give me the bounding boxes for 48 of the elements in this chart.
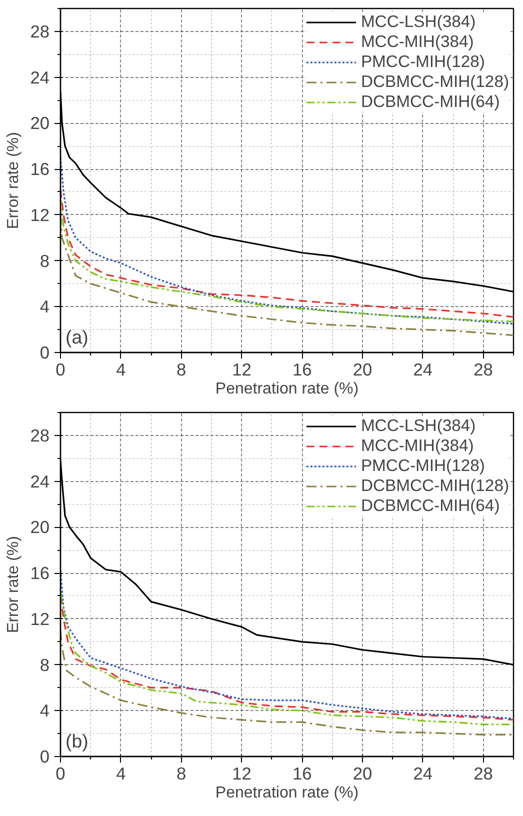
annotation: (a)	[66, 326, 88, 348]
y-tick-label: 0	[40, 342, 50, 362]
y-tick-label: 16	[30, 563, 50, 584]
x-tick-label: 12	[232, 764, 252, 784]
x-tick-label: 4	[116, 764, 126, 784]
x-tick-label: 24	[413, 360, 433, 380]
y-tick-label: 4	[40, 700, 50, 721]
x-tick-label: 8	[176, 360, 186, 380]
x-tick-label: 28	[474, 360, 493, 380]
y-tick-label: 8	[40, 654, 50, 675]
legend-label: MCC-LSH(384)	[360, 12, 476, 32]
legend-label: MCC-MIH(384)	[360, 32, 474, 52]
x-tick-label: 12	[232, 360, 252, 380]
x-tick-label: 28	[474, 764, 493, 784]
y-tick-label: 20	[30, 113, 50, 134]
x-axis-title: Penetration rate (%)	[215, 380, 359, 398]
y-tick-label: 16	[30, 159, 50, 180]
y-axis-title: Error rate (%)	[5, 536, 22, 633]
x-tick-label: 0	[56, 764, 66, 784]
legend-label: DCBMCC-MIH(128)	[360, 72, 509, 92]
annotation: (b)	[66, 730, 88, 752]
x-tick-label: 24	[413, 764, 433, 784]
legend-label: DCBMCC-MIH(64)	[360, 496, 500, 516]
x-tick-label: 0	[56, 360, 66, 380]
y-tick-label: 12	[30, 204, 50, 225]
y-tick-label: 28	[30, 425, 50, 446]
legend-label: MCC-MIH(384)	[360, 436, 474, 456]
legend-label: PMCC-MIH(128)	[360, 456, 485, 476]
x-tick-label: 16	[292, 764, 312, 784]
y-tick-label: 24	[30, 471, 50, 492]
y-tick-label: 24	[30, 67, 50, 88]
legend-label: MCC-LSH(384)	[360, 416, 476, 436]
x-tick-label: 4	[116, 360, 126, 380]
legend-label: PMCC-MIH(128)	[360, 52, 485, 72]
legend-label: DCBMCC-MIH(64)	[360, 92, 500, 112]
y-axis-title: Error rate (%)	[5, 132, 22, 229]
y-tick-label: 28	[30, 21, 50, 42]
x-tick-label: 20	[352, 360, 372, 380]
x-tick-label: 8	[176, 764, 186, 784]
y-tick-label: 8	[40, 250, 50, 271]
legend-label: DCBMCC-MIH(128)	[360, 476, 509, 496]
y-tick-label: 0	[40, 746, 50, 766]
y-tick-label: 20	[30, 517, 50, 538]
y-tick-label: 4	[40, 296, 50, 317]
x-tick-label: 20	[352, 764, 372, 784]
x-tick-label: 16	[292, 360, 312, 380]
y-tick-label: 12	[30, 608, 50, 629]
x-axis-title: Penetration rate (%)	[215, 784, 359, 802]
